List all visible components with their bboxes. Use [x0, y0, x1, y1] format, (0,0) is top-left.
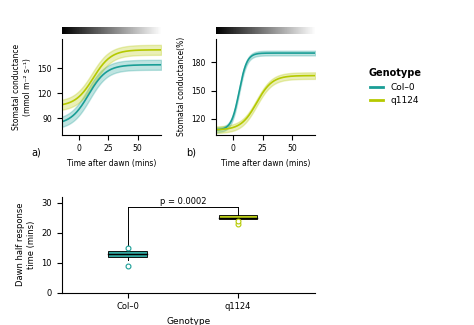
Y-axis label: Stomatal conductance
(mmol m⁻² s⁻¹): Stomatal conductance (mmol m⁻² s⁻¹) — [12, 44, 32, 130]
Text: a): a) — [32, 148, 42, 158]
Y-axis label: Dawn half response
time (mins): Dawn half response time (mins) — [16, 203, 36, 286]
X-axis label: Time after dawn (mins): Time after dawn (mins) — [67, 159, 156, 168]
Bar — [109, 251, 147, 257]
Text: p = 0.0002: p = 0.0002 — [160, 197, 206, 206]
Bar — [219, 215, 257, 219]
X-axis label: Time after dawn (mins): Time after dawn (mins) — [221, 159, 310, 168]
X-axis label: Genotype: Genotype — [166, 317, 210, 325]
Legend: Col–0, q1124: Col–0, q1124 — [365, 65, 425, 109]
Y-axis label: Stomatal conductance(%): Stomatal conductance(%) — [177, 37, 186, 136]
Text: b): b) — [186, 148, 196, 158]
